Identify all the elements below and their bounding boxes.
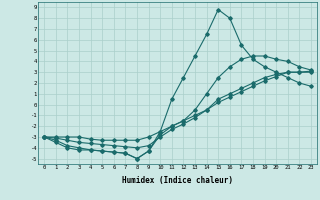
X-axis label: Humidex (Indice chaleur): Humidex (Indice chaleur) xyxy=(122,176,233,185)
